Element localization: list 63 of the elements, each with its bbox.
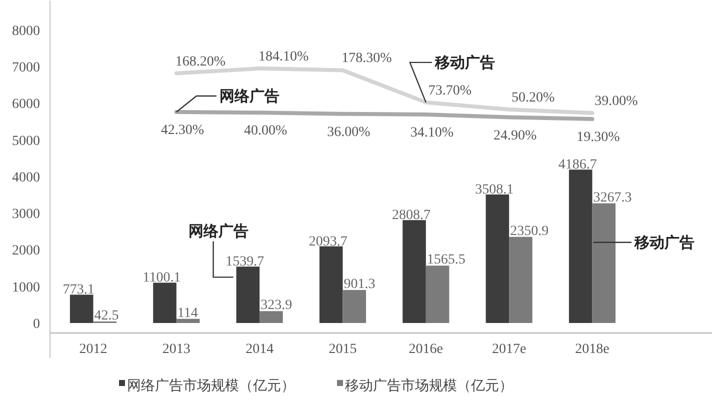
data-label: 73.70% [428, 83, 472, 98]
data-label: 184.10% [258, 49, 309, 64]
y-tick-label: 6000 [12, 97, 40, 112]
x-tick-label: 2016e [408, 342, 444, 357]
y-tick-label: 5000 [12, 134, 40, 149]
data-label: 178.30% [342, 51, 392, 66]
annotation: 网络广告 [188, 222, 248, 240]
y-tick-label: 3000 [12, 207, 40, 222]
data-label: 1100.1 [142, 270, 181, 286]
data-label: 114 [177, 306, 198, 321]
annotation: 移动广告 [434, 53, 495, 72]
data-label: 42.30% [160, 122, 204, 138]
annotation: 移动广告 [593, 234, 695, 252]
data-label: 323.9 [260, 298, 292, 314]
data-label: 168.20% [175, 54, 226, 70]
y-tick-label: 8000 [12, 24, 40, 39]
data-label: 1539.7 [226, 254, 264, 270]
data-label: 34.10% [410, 125, 454, 140]
x-tick-label: 2014 [246, 342, 274, 357]
data-label: 773.1 [62, 282, 94, 298]
annotation: 移动广告 [634, 233, 695, 252]
bar [426, 266, 450, 323]
bar [70, 294, 94, 323]
y-tick-label: 4000 [12, 170, 40, 186]
data-label: 4186.7 [558, 158, 597, 173]
data-label: 2808.7 [392, 208, 431, 224]
data-label: 24.90% [493, 128, 537, 144]
data-label: 3267.3 [593, 190, 632, 206]
data-label: 1565.5 [426, 252, 466, 268]
y-tick-label: 0 [33, 317, 40, 332]
data-label: 39.00% [594, 94, 638, 109]
bar [402, 220, 426, 323]
data-label: 19.30% [576, 130, 620, 146]
bar [260, 311, 283, 323]
y-tick-label: 1000 [12, 280, 40, 296]
y-tick-label: 7000 [12, 60, 40, 76]
data-label: 2350.9 [510, 224, 549, 239]
data-label: 50.20% [511, 90, 555, 106]
bar [236, 266, 260, 323]
bar [592, 203, 616, 323]
bar [319, 246, 343, 323]
bar [176, 318, 200, 323]
x-tick-label: 2018e [575, 342, 610, 357]
bar [568, 170, 592, 323]
bar [509, 236, 532, 323]
x-tick-label: 2017e [492, 342, 526, 357]
annotation: 网络广告 [219, 86, 280, 105]
data-label: 36.00% [327, 124, 371, 140]
annotation: 网络广告 [176, 88, 280, 112]
data-label: 42.5 [94, 308, 119, 324]
data-label: 40.00% [244, 124, 288, 139]
x-tick-label: 2013 [162, 342, 190, 357]
y-tick-label: 2000 [12, 244, 40, 259]
x-tick-label: 2012 [79, 342, 108, 357]
data-label: 901.3 [344, 276, 376, 292]
x-tick-label: 2015 [328, 342, 357, 357]
data-label: 2093.7 [308, 234, 348, 250]
legend-label: 移动广告市场规模（亿元） [345, 378, 513, 394]
bar [486, 194, 510, 323]
bar [342, 290, 366, 323]
data-label: 3508.1 [475, 182, 514, 198]
bar [153, 282, 176, 323]
legend-label: 网络广告市场规模（亿元） [127, 378, 295, 394]
